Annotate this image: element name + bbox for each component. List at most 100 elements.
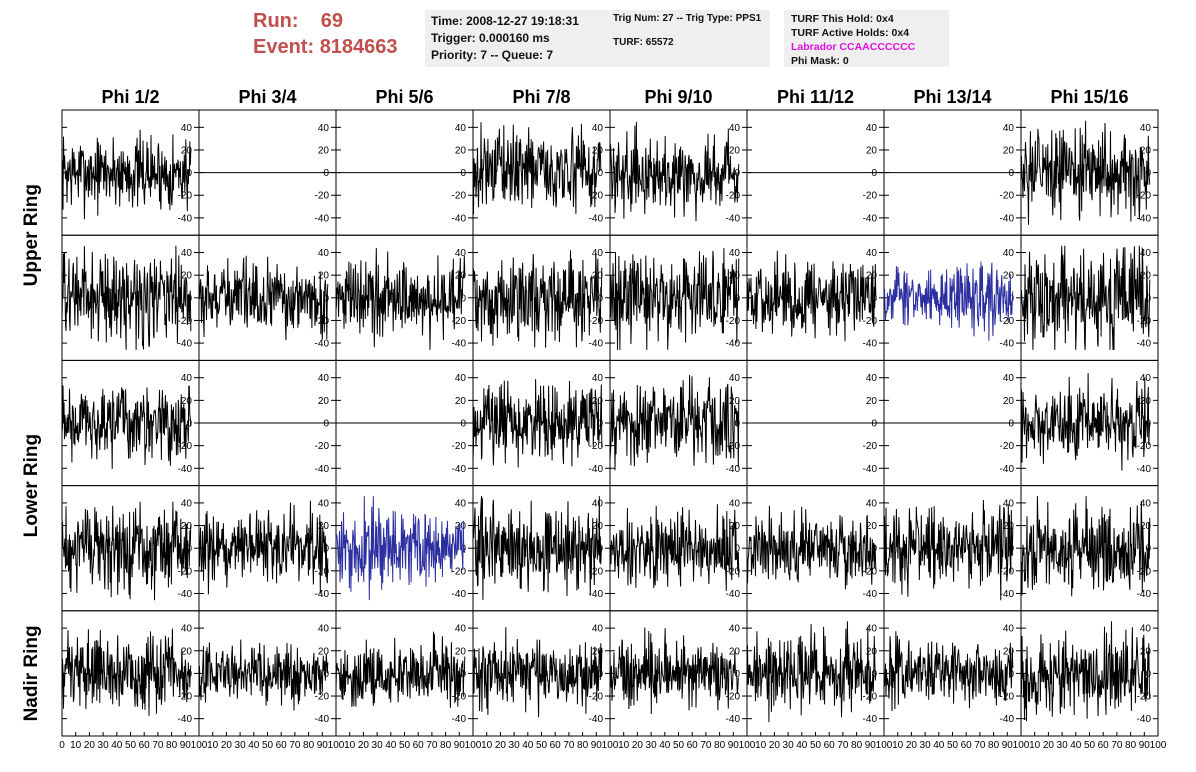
y-tick-label: -20 (178, 191, 193, 202)
y-tick-label: 40 (181, 248, 193, 259)
y-tick-label: 40 (455, 498, 467, 509)
y-tick-label: -40 (452, 464, 467, 475)
waveform-trace (61, 501, 192, 601)
y-tick-label: -40 (863, 714, 878, 725)
waveform-trace (1020, 496, 1151, 597)
y-tick-label: -40 (726, 464, 741, 475)
trig-num-text: Trig Num: 27 -- Trig Type: PPS1 (613, 13, 762, 24)
x-tick-label: 20 (906, 740, 918, 751)
y-tick-label: 20 (592, 396, 604, 407)
event-value: 8184663 (319, 36, 398, 58)
column-title: Phi 7/8 (512, 87, 570, 107)
y-tick-label: -40 (315, 213, 330, 224)
waveform-trace (1020, 621, 1151, 722)
x-tick-label: 100 (1013, 740, 1030, 751)
waveform-trace (335, 496, 466, 601)
waveform-trace (61, 245, 192, 350)
x-tick-label: 10 (344, 740, 356, 751)
y-tick-label: 40 (318, 248, 330, 259)
y-tick-label: 40 (181, 624, 193, 635)
y-tick-label: 20 (181, 646, 193, 657)
x-tick-label: 70 (152, 740, 164, 751)
y-tick-label: 20 (1140, 521, 1152, 532)
y-tick-label: -40 (1137, 714, 1152, 725)
event-label: Event: (253, 36, 315, 58)
x-tick-label: 30 (646, 740, 658, 751)
y-tick-label: 20 (455, 396, 467, 407)
y-tick-label: -40 (1000, 464, 1015, 475)
y-tick-label: 0 (323, 419, 329, 430)
x-tick-label: 60 (413, 740, 425, 751)
waveform-trace (198, 500, 329, 595)
x-tick-label: 30 (509, 740, 521, 751)
y-tick-label: 40 (729, 123, 741, 134)
y-tick-label: -20 (1000, 692, 1015, 703)
x-tick-label: 90 (1002, 740, 1014, 751)
y-tick-label: 40 (318, 498, 330, 509)
y-tick-label: 20 (1003, 271, 1015, 282)
y-tick-label: 0 (186, 419, 192, 430)
y-tick-label: 20 (866, 521, 878, 532)
y-tick-label: -40 (178, 464, 193, 475)
waveform-trace (472, 627, 603, 718)
y-tick-label: -40 (589, 714, 604, 725)
y-tick-label: 20 (455, 521, 467, 532)
y-tick-label: 20 (592, 646, 604, 657)
x-tick-label: 40 (933, 740, 945, 751)
y-tick-label: 40 (866, 248, 878, 259)
waveform-trace (335, 631, 466, 708)
x-tick-label: 50 (262, 740, 274, 751)
waveform-trace (472, 250, 603, 348)
x-tick-label: 70 (289, 740, 301, 751)
y-tick-label: 0 (871, 419, 877, 430)
waveform-trace (1020, 245, 1151, 350)
waveform-trace (746, 250, 877, 342)
y-tick-label: -40 (1137, 464, 1152, 475)
waveform-trace (883, 631, 1014, 712)
y-tick-label: -40 (315, 589, 330, 600)
x-tick-label: 30 (1057, 740, 1069, 751)
x-tick-label: 90 (1139, 740, 1151, 751)
y-tick-label: 0 (460, 293, 466, 304)
y-tick-label: -20 (315, 441, 330, 452)
y-tick-label: -40 (726, 213, 741, 224)
y-tick-label: -40 (1137, 213, 1152, 224)
y-tick-label: 0 (1008, 293, 1014, 304)
waveform-trace (198, 639, 329, 711)
x-tick-label: 50 (810, 740, 822, 751)
x-tick-label: 20 (358, 740, 370, 751)
y-tick-label: 40 (1003, 123, 1015, 134)
y-tick-label: -40 (863, 589, 878, 600)
y-tick-label: 20 (1140, 271, 1152, 282)
y-tick-label: 20 (318, 396, 330, 407)
y-tick-label: 0 (1145, 293, 1151, 304)
y-tick-label: 20 (318, 646, 330, 657)
y-tick-label: 40 (729, 373, 741, 384)
x-tick-label: 30 (372, 740, 384, 751)
x-tick-label: 100 (328, 740, 345, 751)
y-tick-label: 0 (734, 168, 740, 179)
y-tick-label: -20 (589, 191, 604, 202)
trigger-text: Trigger: 0.000160 ms (431, 31, 550, 45)
y-tick-label: -40 (863, 464, 878, 475)
y-tick-label: -40 (863, 339, 878, 350)
y-tick-label: -40 (178, 589, 193, 600)
x-tick-label: 10 (618, 740, 630, 751)
y-tick-label: 20 (592, 521, 604, 532)
y-tick-label: 40 (1003, 248, 1015, 259)
y-tick-label: -40 (452, 714, 467, 725)
phi-mask-text: Phi Mask: 0 (791, 55, 849, 67)
y-tick-label: 40 (181, 373, 193, 384)
y-tick-label: 0 (734, 669, 740, 680)
y-tick-label: 40 (592, 123, 604, 134)
y-tick-label: -40 (452, 339, 467, 350)
y-tick-label: -40 (589, 589, 604, 600)
y-tick-label: 40 (1140, 373, 1152, 384)
run-label: Run: (253, 10, 299, 32)
x-tick-label: 30 (783, 740, 795, 751)
x-tick-label: 60 (687, 740, 699, 751)
y-tick-label: -40 (589, 213, 604, 224)
y-tick-label: 40 (318, 624, 330, 635)
y-tick-label: -20 (178, 441, 193, 452)
y-tick-label: -40 (178, 714, 193, 725)
